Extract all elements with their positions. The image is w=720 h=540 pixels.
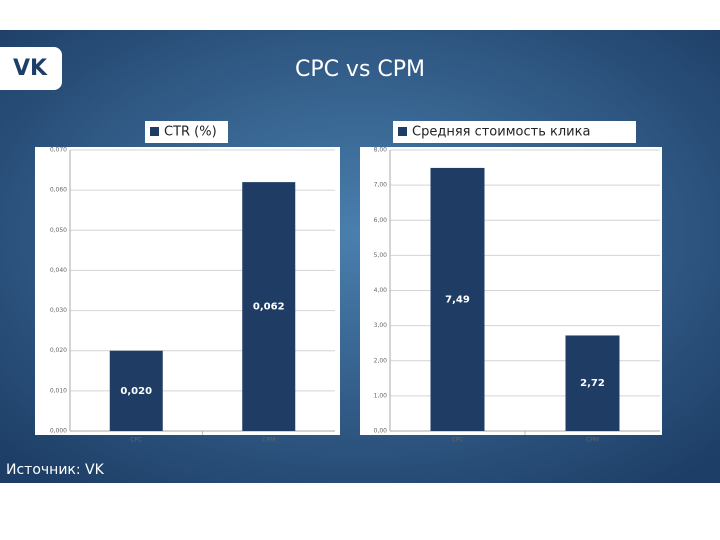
y-tick-label: 0,000 <box>50 428 67 435</box>
value-label: 0,062 <box>253 302 285 313</box>
bar <box>242 182 296 431</box>
x-tick-label: CPM <box>586 437 599 444</box>
bar <box>109 350 163 431</box>
legend-box <box>393 121 636 143</box>
value-label: 2,72 <box>580 378 605 389</box>
x-tick-label: CPC <box>452 437 464 444</box>
legend-label: Средняя стоимость клика <box>412 125 590 140</box>
bar <box>430 167 485 431</box>
legend-swatch <box>398 127 407 136</box>
slide-title: CPC vs CPM <box>295 57 425 82</box>
y-tick-label: 0,020 <box>50 347 67 354</box>
y-tick-label: 0,040 <box>50 267 67 274</box>
source: Источник: VK <box>6 462 105 478</box>
legend-swatch <box>150 127 159 136</box>
y-tick-label: 5,00 <box>374 252 388 259</box>
y-tick-label: 4,00 <box>374 287 388 294</box>
y-tick-label: 6,00 <box>374 217 388 224</box>
value-label: 0,020 <box>120 386 152 397</box>
y-tick-label: 0,00 <box>374 428 388 435</box>
y-tick-label: 0,030 <box>50 307 67 314</box>
x-tick-label: CPM <box>262 437 275 444</box>
value-label: 7,49 <box>445 294 470 305</box>
y-tick-label: 7,00 <box>374 182 388 189</box>
y-tick-label: 8,00 <box>374 147 388 154</box>
y-tick-label: 1,00 <box>374 392 388 399</box>
y-tick-label: 0,010 <box>50 387 67 394</box>
y-tick-label: 3,00 <box>374 322 388 329</box>
x-tick-label: CPC <box>130 437 142 444</box>
logo: VK <box>13 56 48 81</box>
y-tick-label: 2,00 <box>374 357 388 364</box>
y-tick-label: 0,050 <box>50 227 67 234</box>
y-tick-label: 0,060 <box>50 187 67 194</box>
logo-box <box>0 47 62 90</box>
bar <box>565 335 620 431</box>
y-tick-label: 0,070 <box>50 147 67 154</box>
legend-box <box>145 121 228 143</box>
legend-label: CTR (%) <box>164 125 217 140</box>
